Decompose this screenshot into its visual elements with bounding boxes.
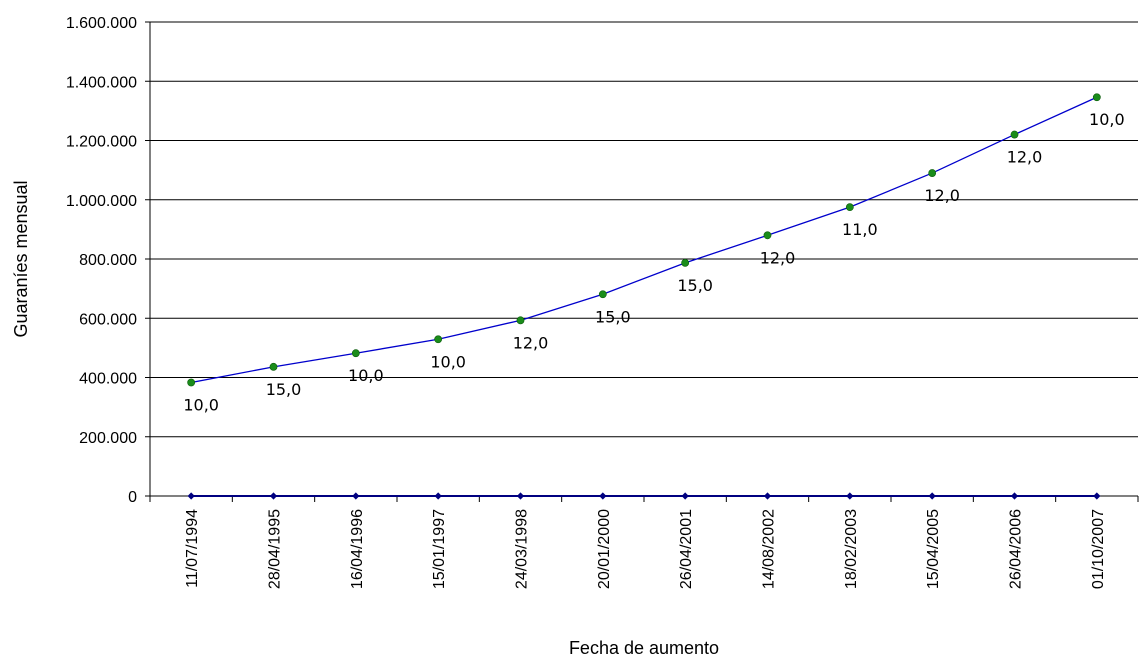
data-point — [187, 378, 196, 387]
y-tick-label: 1.000.000 — [66, 193, 137, 210]
data-point — [681, 258, 690, 267]
data-label: 10,0 — [430, 352, 466, 371]
x-tick-label: 15/04/2005 — [925, 509, 942, 589]
data-point — [1093, 492, 1101, 500]
data-label: 11,0 — [842, 220, 878, 239]
y-tick-label: 600.000 — [79, 311, 137, 328]
data-label: 12,0 — [760, 248, 796, 267]
x-tick-label: 01/10/2007 — [1090, 509, 1107, 589]
x-tick-label: 16/04/1996 — [349, 509, 366, 589]
data-label: 10,0 — [1089, 110, 1125, 129]
data-point — [928, 492, 936, 500]
series-line — [191, 96, 1098, 384]
data-point — [269, 492, 278, 500]
data-point — [598, 290, 607, 299]
y-tick-label: 1.600.000 — [66, 15, 137, 32]
data-point — [845, 203, 854, 212]
y-tick-label: 1.200.000 — [66, 134, 137, 151]
data-point — [763, 231, 772, 240]
x-tick-label: 26/04/2006 — [1008, 509, 1025, 589]
data-point — [434, 335, 443, 344]
x-tick-label: 26/04/2001 — [678, 509, 695, 589]
data-label: 10,0 — [348, 366, 384, 385]
data-label: 15,0 — [266, 380, 302, 399]
y-tick-label: 400.000 — [79, 371, 137, 388]
data-point — [516, 492, 525, 500]
data-point — [681, 492, 689, 500]
data-label: 15,0 — [677, 276, 713, 295]
y-tick-label: 1.400.000 — [66, 74, 137, 91]
y-tick-label: 200.000 — [79, 430, 137, 447]
data-point — [516, 316, 525, 325]
data-point — [599, 492, 607, 500]
x-tick-label: 28/04/1995 — [267, 509, 284, 589]
x-tick-label: 11/07/1994 — [184, 509, 201, 588]
data-point — [763, 492, 772, 500]
data-label: 12,0 — [1007, 148, 1043, 167]
gridlines — [150, 21, 1138, 438]
data-point — [434, 492, 442, 500]
data-point — [352, 492, 360, 500]
data-point — [1010, 130, 1019, 139]
data-point — [1010, 492, 1019, 500]
data-point — [269, 362, 278, 371]
data-label: 12,0 — [924, 186, 960, 205]
x-tick-label: 14/08/2002 — [761, 509, 778, 589]
x-tick-label: 20/01/2000 — [596, 509, 613, 589]
data-point — [187, 492, 195, 500]
data-label: 10,0 — [183, 396, 219, 415]
data-labels: 10,0 15,0 10,0 10,0 12,0 15,0 15,0 12,0 11,0 12,0… — [183, 110, 1124, 414]
x-axis-title: Fecha de aumento — [569, 638, 719, 658]
data-point — [351, 349, 360, 358]
x-tick-label: 18/02/2003 — [843, 509, 860, 589]
data-point — [846, 492, 854, 500]
y-axis-title: Guaraníes mensual — [11, 180, 31, 337]
data-label: 15,0 — [595, 307, 631, 326]
data-point — [928, 169, 937, 177]
data-point — [1092, 93, 1101, 102]
y-tick-label: 800.000 — [79, 252, 137, 269]
axes: 0 200.000 400.000 600.000 800.000 1.000.000 1.… — [66, 15, 1139, 589]
x-tick-label: 24/03/1998 — [514, 509, 531, 589]
data-label: 12,0 — [513, 333, 549, 352]
series — [187, 93, 1101, 500]
x-tick-label: 15/01/1997 — [431, 509, 448, 589]
y-tick-label: 0 — [128, 489, 137, 506]
